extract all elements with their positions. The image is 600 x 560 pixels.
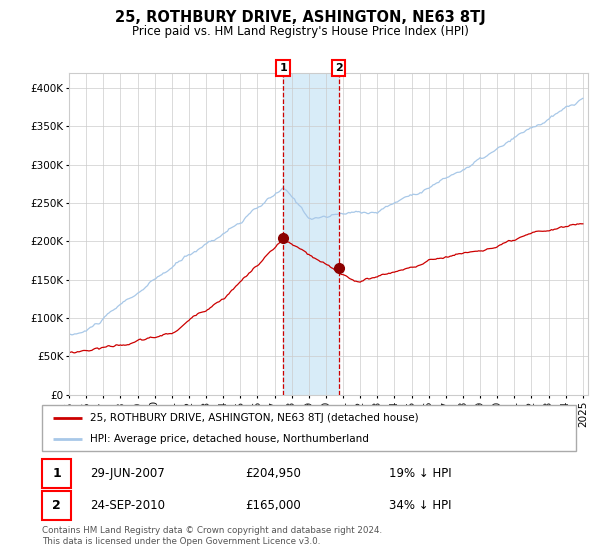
Text: 19% ↓ HPI: 19% ↓ HPI (389, 467, 452, 480)
Text: HPI: Average price, detached house, Northumberland: HPI: Average price, detached house, Nort… (90, 435, 369, 444)
FancyBboxPatch shape (42, 459, 71, 488)
Text: 25, ROTHBURY DRIVE, ASHINGTON, NE63 8TJ (detached house): 25, ROTHBURY DRIVE, ASHINGTON, NE63 8TJ … (90, 413, 419, 423)
Text: £165,000: £165,000 (245, 499, 301, 512)
Text: 1: 1 (279, 63, 287, 73)
Text: Price paid vs. HM Land Registry's House Price Index (HPI): Price paid vs. HM Land Registry's House … (131, 25, 469, 38)
Text: 2: 2 (52, 499, 61, 512)
FancyBboxPatch shape (42, 491, 71, 520)
Text: 24-SEP-2010: 24-SEP-2010 (90, 499, 165, 512)
Text: 25, ROTHBURY DRIVE, ASHINGTON, NE63 8TJ: 25, ROTHBURY DRIVE, ASHINGTON, NE63 8TJ (115, 10, 485, 25)
Text: £204,950: £204,950 (245, 467, 301, 480)
Text: Contains HM Land Registry data © Crown copyright and database right 2024.
This d: Contains HM Land Registry data © Crown c… (42, 526, 382, 546)
Text: 29-JUN-2007: 29-JUN-2007 (90, 467, 165, 480)
FancyBboxPatch shape (42, 405, 576, 451)
Text: 34% ↓ HPI: 34% ↓ HPI (389, 499, 452, 512)
Text: 2: 2 (335, 63, 343, 73)
Text: 1: 1 (52, 467, 61, 480)
Bar (283, 73, 339, 395)
